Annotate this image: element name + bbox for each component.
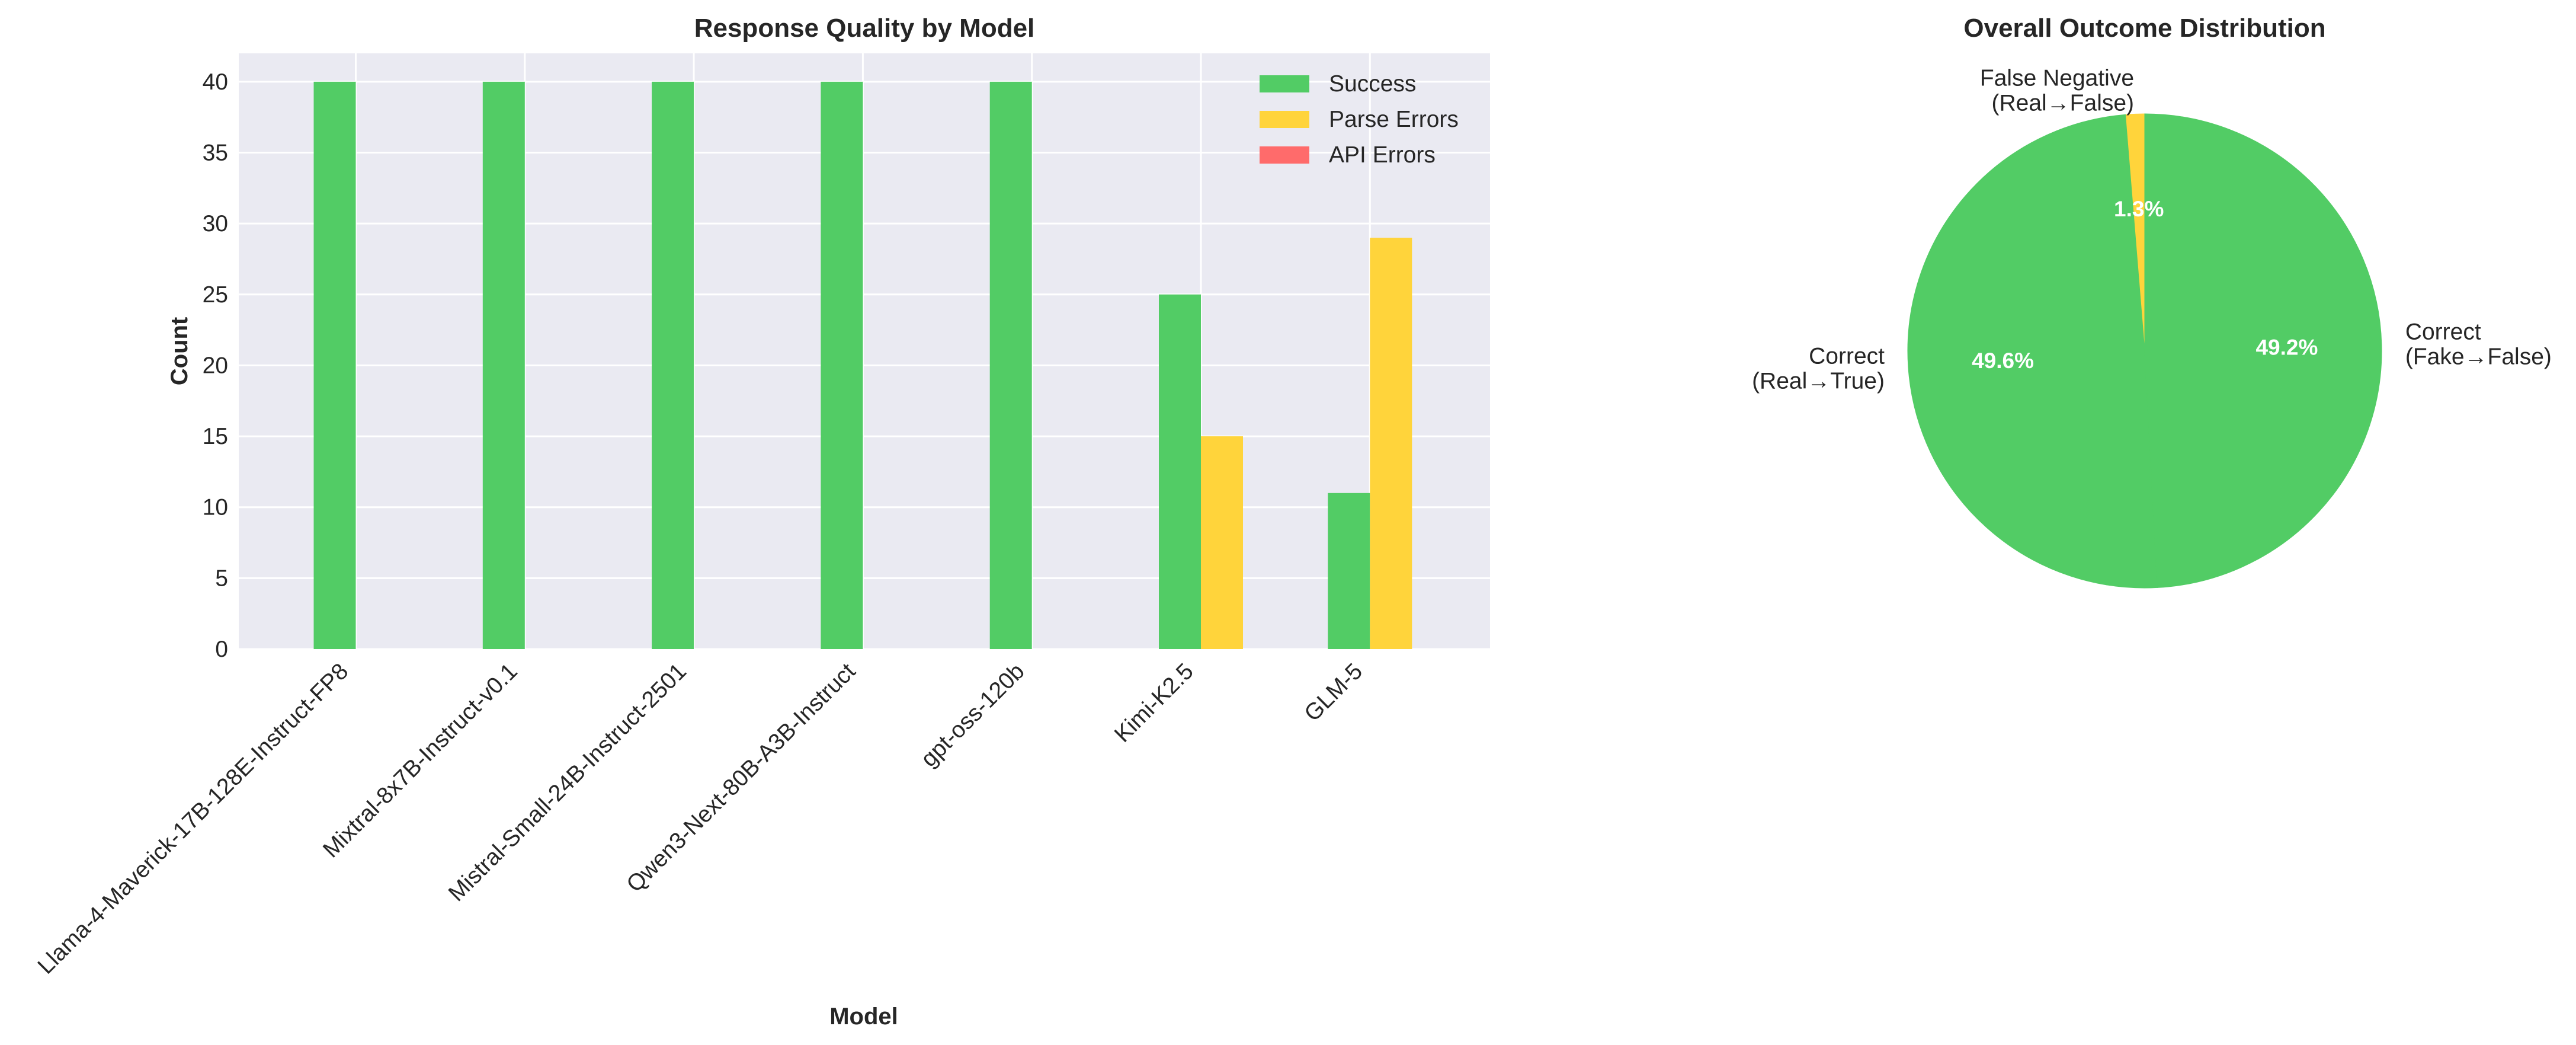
pie-percent-label: 1.3% [2114,197,2164,221]
bar-chart-x-ticks: Llama-4-Maverick-17B-128E-Instruct-FP8Mi… [33,659,1368,979]
legend-swatch-parse-errors [1260,111,1309,128]
bar-chart-legend: Success Parse Errors API Errors [1260,71,1459,168]
bar-chart-plot-area [239,53,1490,649]
y-tick-label: 0 [215,637,228,662]
legend-label-parse-errors: Parse Errors [1329,107,1459,132]
bar-success-qwen3-next-80b-a3b-instruct [821,81,863,649]
pie-slice-correct-real-true [1907,114,2158,589]
bar-parse-errors-glm-5 [1370,238,1412,650]
y-tick-label: 40 [203,69,228,95]
bar-parse-errors-kimi-k2-5 [1201,436,1243,649]
pie-slice-label: Correct (Fake→False) [2405,319,2552,369]
bar-chart-y-ticks: 0 5 10 15 20 25 30 35 40 [203,69,228,662]
y-tick-label: 25 [203,282,228,308]
x-tick-label: Llama-4-Maverick-17B-128E-Instruct-FP8 [33,659,354,979]
x-tick-label: GLM-5 [1299,659,1367,727]
bar-success-llama-4-maverick-17b-128e-instruct-fp8 [313,81,356,649]
pie-slice-label: False Negative (Real→False) [1980,65,2134,116]
y-tick-label: 15 [203,424,228,449]
y-tick-label: 20 [203,353,228,378]
pie-percent-label: 49.2% [2255,335,2318,360]
legend-label-success: Success [1329,71,1416,97]
pie-percent-label: 49.6% [1972,349,2034,373]
pie-chart-slices [1907,113,2382,589]
pie-slice-correct-fake-false [2144,113,2382,588]
bar-success-kimi-k2-5 [1159,294,1201,649]
bar-chart-y-axis-label: Count [166,317,193,386]
bar-success-mistral-small-24b-instruct-2501 [652,81,694,649]
bar-chart-bars [313,81,1412,650]
bar-success-gpt-oss-120b [989,81,1032,649]
pie-chart-labels: 49.2% Correct (Fake→False) 49.6% Correct (Rea… [1752,65,2552,394]
y-tick-label: 30 [203,211,228,237]
legend-swatch-success [1260,75,1309,92]
pie-slice-label: Correct (Real→True) [1752,344,1885,394]
legend-label-api-errors: API Errors [1329,142,1436,168]
pie-chart-title: Overall Outcome Distribution [1963,14,2325,43]
y-tick-label: 5 [215,565,228,591]
bar-chart-title: Response Quality by Model [694,14,1035,43]
y-tick-label: 35 [203,140,228,166]
bar-success-glm-5 [1328,493,1370,649]
bar-chart: 0 5 10 15 20 25 30 35 40 Llama-4-Maverick-17B-12… [33,14,1490,1030]
x-tick-label: Mixtral-8x7B-Instruct-v0.1 [318,659,523,863]
bar-success-mixtral-8x7b-instruct-v0-1 [482,81,525,649]
x-tick-label: gpt-oss-120b [916,659,1029,772]
x-tick-label: Kimi-K2.5 [1110,659,1199,747]
y-tick-label: 10 [203,495,228,520]
bar-chart-x-axis-label: Model [829,1004,898,1030]
legend-swatch-api-errors [1260,146,1309,164]
pie-chart: Overall Outcome Distribution 49.2% Correc… [1752,14,2552,589]
